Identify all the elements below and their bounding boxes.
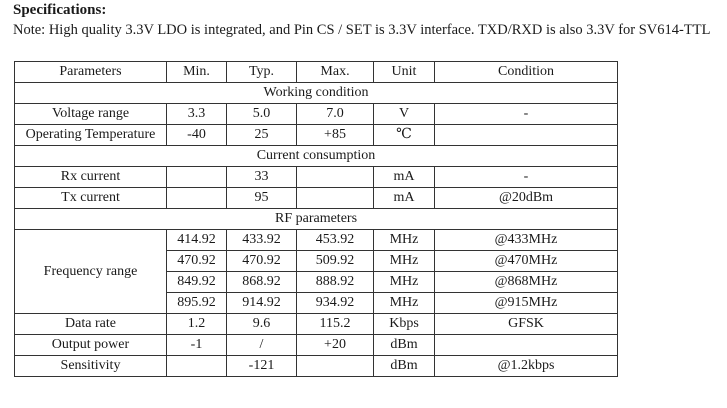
table-header-row: Parameters Min. Typ. Max. Unit Condition [14, 61, 618, 83]
cell-max [296, 355, 374, 377]
cell-min: 1.2 [166, 313, 227, 335]
param-data-rate: Data rate [14, 313, 167, 335]
table-row: Output power -1 / +20 dBm [14, 334, 618, 356]
cell-condition: @915MHz [434, 292, 618, 314]
cell-typ: 95 [226, 187, 297, 209]
cell-unit: MHz [373, 229, 435, 251]
cell-min: 3.3 [166, 103, 227, 125]
table-row: Rx current 33 mA - [14, 166, 618, 188]
header-typ: Typ. [226, 61, 297, 83]
cell-max: 115.2 [296, 313, 374, 335]
header-min: Min. [166, 61, 227, 83]
cell-typ: 470.92 [226, 250, 297, 272]
param-sensitivity: Sensitivity [14, 355, 167, 377]
section-row-current: Current consumption [14, 145, 618, 167]
cell-unit: mA [373, 187, 435, 209]
cell-typ: 5.0 [226, 103, 297, 125]
param-tx-current: Tx current [14, 187, 167, 209]
cell-condition [434, 124, 618, 146]
cell-max: 934.92 [296, 292, 374, 314]
cell-min: 470.92 [166, 250, 227, 272]
cell-condition: @470MHz [434, 250, 618, 272]
header-condition: Condition [434, 61, 618, 83]
cell-typ: / [226, 334, 297, 356]
cell-condition: @1.2kbps [434, 355, 618, 377]
section-row-rf: RF parameters [14, 208, 618, 230]
param-voltage-range: Voltage range [14, 103, 167, 125]
cell-min: 414.92 [166, 229, 227, 251]
specifications-note: Note: High quality 3.3V LDO is integrate… [13, 22, 711, 38]
cell-min: -40 [166, 124, 227, 146]
cell-condition [434, 334, 618, 356]
table-row: 470.92 470.92 509.92 MHz @470MHz [15, 250, 618, 272]
cell-min: 849.92 [166, 271, 227, 293]
cell-max: 453.92 [296, 229, 374, 251]
cell-condition: @433MHz [434, 229, 618, 251]
cell-unit: MHz [373, 271, 435, 293]
cell-min [166, 355, 227, 377]
cell-unit: V [373, 103, 435, 125]
cell-max: 7.0 [296, 103, 374, 125]
table-row: Frequency range 414.92 433.92 453.92 MHz… [14, 229, 618, 314]
cell-typ: 868.92 [226, 271, 297, 293]
cell-condition: - [434, 103, 618, 125]
section-current-consumption: Current consumption [14, 145, 618, 167]
cell-typ: -121 [226, 355, 297, 377]
cell-unit: mA [373, 166, 435, 188]
header-parameters: Parameters [14, 61, 167, 83]
cell-min: -1 [166, 334, 227, 356]
table-row: Operating Temperature -40 25 +85 ℃ [14, 124, 618, 146]
cell-typ: 33 [226, 166, 297, 188]
cell-unit: dBm [373, 355, 435, 377]
table-row: Voltage range 3.3 5.0 7.0 V - [14, 103, 618, 125]
cell-condition: - [434, 166, 618, 188]
param-frequency-range: Frequency range [14, 229, 167, 314]
section-rf-parameters: RF parameters [14, 208, 618, 230]
cell-max: +85 [296, 124, 374, 146]
cell-typ: 914.92 [226, 292, 297, 314]
cell-unit: dBm [373, 334, 435, 356]
table-row: Tx current 95 mA @20dBm [14, 187, 618, 209]
specifications-table: Parameters Min. Typ. Max. Unit Condition… [14, 61, 618, 377]
cell-max: 888.92 [296, 271, 374, 293]
param-output-power: Output power [14, 334, 167, 356]
specifications-heading: Specifications: [13, 2, 107, 18]
table-row: Data rate 1.2 9.6 115.2 Kbps GFSK [14, 313, 618, 335]
cell-max [296, 187, 374, 209]
cell-condition: @868MHz [434, 271, 618, 293]
table-row: 895.92 914.92 934.92 MHz @915MHz [15, 292, 618, 314]
cell-unit: Kbps [373, 313, 435, 335]
cell-max [296, 166, 374, 188]
cell-min [166, 166, 227, 188]
cell-typ: 9.6 [226, 313, 297, 335]
param-operating-temperature: Operating Temperature [14, 124, 167, 146]
cell-unit: MHz [373, 292, 435, 314]
cell-max: +20 [296, 334, 374, 356]
header-unit: Unit [373, 61, 435, 83]
cell-unit: MHz [373, 250, 435, 272]
cell-unit: ℃ [373, 124, 435, 146]
section-row-working: Working condition [14, 82, 618, 104]
cell-condition: @20dBm [434, 187, 618, 209]
cell-condition: GFSK [434, 313, 618, 335]
cell-typ: 433.92 [226, 229, 297, 251]
cell-typ: 25 [226, 124, 297, 146]
cell-min [166, 187, 227, 209]
section-working-condition: Working condition [14, 82, 618, 104]
cell-min: 895.92 [166, 292, 227, 314]
table-row: Sensitivity -121 dBm @1.2kbps [14, 355, 618, 377]
param-rx-current: Rx current [14, 166, 167, 188]
header-max: Max. [296, 61, 374, 83]
cell-max: 509.92 [296, 250, 374, 272]
